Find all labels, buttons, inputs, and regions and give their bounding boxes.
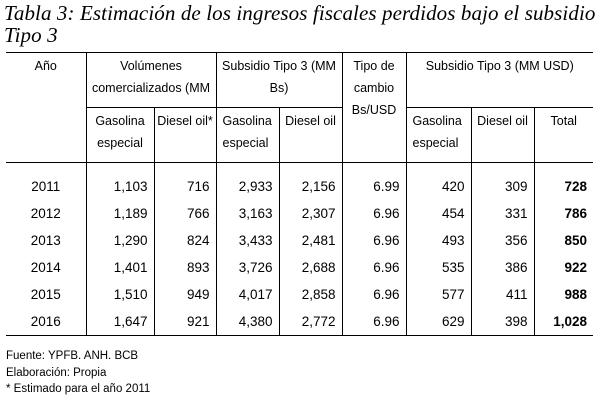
- cell-exchange-rate: 6.96: [342, 281, 407, 308]
- cell-exchange-rate: 6.96: [342, 200, 407, 227]
- subsidy-table: Año Volúmenes comercializados (MM Subsid…: [6, 52, 593, 336]
- cell-total: 786: [564, 206, 587, 221]
- cell-vol-gasoline: 1,103: [86, 173, 155, 200]
- cell-usd-diesel: 356: [471, 227, 535, 254]
- cell-usd-gasoline: 493: [406, 227, 472, 254]
- table-row: 2014 1,401 893 3,726 2,688 6.96 535 386 …: [6, 254, 593, 281]
- header-bs-diesel: Diesel oil: [279, 107, 343, 163]
- elaboration-note: Elaboración: Propia: [6, 366, 107, 379]
- cell-total: 922: [564, 260, 587, 275]
- cell-vol-diesel: 824: [154, 227, 217, 254]
- cell-bs-gasoline: 4,017: [216, 281, 280, 308]
- cell-total: 850: [564, 233, 587, 248]
- cell-total: 728: [564, 179, 587, 194]
- footnote: * Estimado para el año 2011: [6, 383, 151, 395]
- header-year: Año: [6, 52, 87, 163]
- cell-vol-diesel: 921: [154, 308, 217, 336]
- header-subsidy-bs: Subsidio Tipo 3 (MM Bs): [216, 52, 343, 108]
- cell-year: 2015: [6, 281, 87, 308]
- cell-year: 2012: [6, 200, 87, 227]
- header-usd-gasoline: Gasolina especial: [406, 107, 472, 163]
- cell-usd-gasoline: 454: [406, 200, 472, 227]
- cell-usd-gasoline: 577: [406, 281, 472, 308]
- cell-vol-gasoline: 1,510: [86, 281, 155, 308]
- cell-bs-diesel: 2,156: [279, 173, 343, 200]
- table-title: Tabla 3: Estimación de los ingresos fisc…: [4, 1, 596, 47]
- table-row: 2016 1,647 921 4,380 2,772 6.96 629 398 …: [6, 308, 593, 336]
- cell-bs-diesel: 2,307: [279, 200, 343, 227]
- cell-year: 2011: [6, 173, 87, 200]
- cell-usd-gasoline: 420: [406, 173, 472, 200]
- cell-exchange-rate: 6.96: [342, 227, 407, 254]
- cell-bs-diesel: 2,481: [279, 227, 343, 254]
- cell-bs-diesel: 2,772: [279, 308, 343, 336]
- header-row-top: Año Volúmenes comercializados (MM Subsid…: [6, 52, 593, 163]
- header-usd-diesel: Diesel oil: [471, 107, 535, 163]
- header-vol-diesel: Diesel oil*: [154, 107, 217, 163]
- cell-vol-gasoline: 1,647: [86, 308, 155, 336]
- cell-usd-diesel: 411: [471, 281, 535, 308]
- cell-vol-gasoline: 1,189: [86, 200, 155, 227]
- cell-total: 988: [564, 287, 587, 302]
- cell-bs-gasoline: 3,433: [216, 227, 280, 254]
- cell-usd-gasoline: 629: [406, 308, 472, 336]
- header-subsidy-usd: Subsidio Tipo 3 (MM USD): [406, 52, 593, 108]
- header-vol-gasoline: Gasolina especial: [86, 107, 155, 163]
- header-volumes: Volúmenes comercializados (MM: [86, 52, 217, 108]
- cell-usd-diesel: 386: [471, 254, 535, 281]
- table-row: 2013 1,290 824 3,433 2,481 6.96 493 356 …: [6, 227, 593, 254]
- table-row: 2011 1,103 716 2,933 2,156 6.99 420 309 …: [6, 173, 593, 200]
- source-note: Fuente: YPFB. ANH. BCB: [6, 350, 139, 362]
- cell-total: 1,028: [534, 308, 593, 336]
- cell-exchange-rate: 6.96: [342, 254, 407, 281]
- table-notes: Fuente: YPFB. ANH. BCB Elaboración: Prop…: [6, 348, 150, 398]
- cell-usd-diesel: 309: [471, 173, 535, 200]
- cell-exchange-rate: 6.96: [342, 308, 407, 336]
- cell-vol-diesel: 893: [154, 254, 217, 281]
- cell-bs-diesel: 2,858: [279, 281, 343, 308]
- cell-year: 2014: [6, 254, 87, 281]
- cell-year: 2016: [6, 308, 87, 336]
- cell-vol-diesel: 716: [154, 173, 217, 200]
- header-total: Total: [534, 107, 593, 163]
- cell-bs-gasoline: 3,726: [216, 254, 280, 281]
- header-row-sub: Gasolina especial Diesel oil* Gasolina e…: [6, 107, 593, 163]
- cell-year: 2013: [6, 227, 87, 254]
- cell-vol-gasoline: 1,401: [86, 254, 155, 281]
- cell-bs-gasoline: 3,163: [216, 200, 280, 227]
- cell-vol-diesel: 949: [154, 281, 217, 308]
- table-row: 2015 1,510 949 4,017 2,858 6.96 577 411 …: [6, 281, 593, 308]
- cell-bs-diesel: 2,688: [279, 254, 343, 281]
- cell-exchange-rate: 6.99: [342, 173, 407, 200]
- cell-usd-diesel: 398: [471, 308, 535, 336]
- cell-bs-gasoline: 2,933: [216, 173, 280, 200]
- header-exchange-rate: Tipo de cambio Bs/USD: [342, 52, 407, 163]
- table-row: 2012 1,189 766 3,163 2,307 6.96 454 331 …: [6, 200, 593, 227]
- cell-vol-gasoline: 1,290: [86, 227, 155, 254]
- cell-usd-diesel: 331: [471, 200, 535, 227]
- spacer-row: [6, 162, 593, 173]
- header-bs-gasoline: Gasolina especial: [216, 107, 280, 163]
- cell-vol-diesel: 766: [154, 200, 217, 227]
- cell-usd-gasoline: 535: [406, 254, 472, 281]
- cell-bs-gasoline: 4,380: [216, 308, 280, 336]
